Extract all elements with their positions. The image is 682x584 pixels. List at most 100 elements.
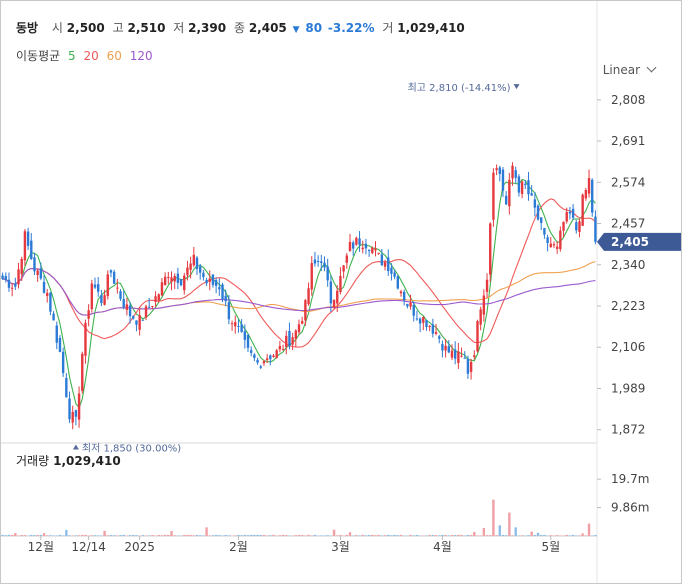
volume-bar xyxy=(492,499,495,536)
high-value: 2,510 xyxy=(127,21,166,35)
volume-bar xyxy=(543,534,546,536)
candle-body xyxy=(300,321,304,324)
candle-body xyxy=(125,304,129,310)
candle-body xyxy=(10,287,14,289)
candle-body xyxy=(249,350,253,353)
volume-bar xyxy=(221,535,224,536)
candle-body xyxy=(144,306,148,318)
candle-body xyxy=(383,262,387,267)
volume-bar xyxy=(594,535,597,536)
change-percent: -3.22% xyxy=(327,21,375,35)
ma-legend-5[interactable]: 5 xyxy=(68,49,76,63)
volume-bar xyxy=(374,535,377,536)
candle-body xyxy=(495,168,498,171)
volume-bar xyxy=(498,525,501,536)
candle-body xyxy=(351,242,355,249)
stock-name: 동방 xyxy=(16,21,39,35)
candle-body xyxy=(326,266,329,281)
candle-body xyxy=(374,248,377,251)
volume-bar xyxy=(473,531,476,536)
volume-bar xyxy=(310,535,313,536)
candle-body xyxy=(444,345,447,351)
volume-bar xyxy=(377,534,380,536)
candle-body xyxy=(90,283,94,310)
candle-body xyxy=(195,257,199,269)
volume-bar xyxy=(552,535,556,536)
low-value: 2,390 xyxy=(188,21,227,35)
candle-body xyxy=(578,221,581,232)
date-tick-label: 2025 xyxy=(124,540,155,554)
volume-bar xyxy=(568,535,572,536)
volume-bar xyxy=(444,535,447,536)
candle-body xyxy=(434,332,438,334)
volume-bar xyxy=(132,534,135,536)
candle-body xyxy=(288,330,291,346)
volume-bar xyxy=(358,535,361,536)
candle-body xyxy=(265,358,269,360)
volume-tick-label: 9.86m xyxy=(611,501,649,515)
candle-body xyxy=(396,276,400,289)
volume-bar xyxy=(214,534,218,536)
candle-body xyxy=(402,291,406,301)
candle-body xyxy=(549,243,552,248)
candle-body xyxy=(230,323,234,325)
candle-body xyxy=(33,257,36,272)
volume-bar xyxy=(479,535,482,536)
volume-bar xyxy=(52,535,55,536)
volume-bar xyxy=(581,533,584,536)
candle-body xyxy=(259,366,262,368)
volume-panel-title: 거래량 1,029,410 xyxy=(16,452,121,469)
candle-body xyxy=(310,263,313,290)
ma-legend-20[interactable]: 20 xyxy=(83,49,99,63)
candle-body xyxy=(132,316,135,319)
volume-bar xyxy=(294,535,298,536)
volume-bar xyxy=(520,535,524,536)
candle-body xyxy=(479,309,482,325)
ma-legend-120[interactable]: 120 xyxy=(129,49,153,63)
volume-bars xyxy=(1,499,597,536)
price-axis: 2,808 2,691 2,574 2,457 2,340 2,223 2,106 1,989… xyxy=(597,93,681,515)
volume-bar xyxy=(74,535,78,536)
volume-bar xyxy=(81,534,84,536)
volume-bar xyxy=(396,535,400,536)
volume-bar xyxy=(198,535,202,536)
volume-bar xyxy=(46,535,49,536)
candle-body xyxy=(246,334,250,348)
candle-body xyxy=(297,324,301,333)
candle-body xyxy=(336,290,339,304)
volume-bar xyxy=(527,535,530,536)
candles xyxy=(1,162,597,430)
candle-body xyxy=(466,358,470,374)
candle-body xyxy=(234,322,237,327)
volume-bar xyxy=(361,534,364,536)
candle-body xyxy=(482,295,486,315)
candle-body xyxy=(517,176,521,193)
candle-body xyxy=(533,199,537,208)
volume-bar xyxy=(49,535,52,536)
candle-body xyxy=(520,181,524,194)
volume-bar xyxy=(4,535,7,536)
volume-bar xyxy=(93,535,97,536)
candle-body xyxy=(285,335,288,347)
candle-body xyxy=(202,272,205,278)
volume-bar xyxy=(1,534,4,536)
candle-body xyxy=(160,282,164,296)
candle-body xyxy=(473,355,476,358)
candle-body xyxy=(428,326,431,328)
volume-bar xyxy=(170,531,173,536)
ma-legend-60[interactable]: 60 xyxy=(106,49,122,63)
price-tick-label: 2,457 xyxy=(611,217,645,231)
candle-body xyxy=(377,252,380,254)
scale-mode-dropdown[interactable]: Linear xyxy=(603,62,657,77)
candle-body xyxy=(304,300,307,321)
candle-body xyxy=(183,275,186,291)
candle-body xyxy=(508,179,511,207)
candle-body xyxy=(476,321,479,352)
candle-body xyxy=(489,223,492,275)
candle-body xyxy=(581,194,584,226)
candle-body xyxy=(504,195,508,205)
candle-body xyxy=(332,299,336,308)
candle-body xyxy=(30,240,33,259)
volume-bar xyxy=(281,534,285,536)
